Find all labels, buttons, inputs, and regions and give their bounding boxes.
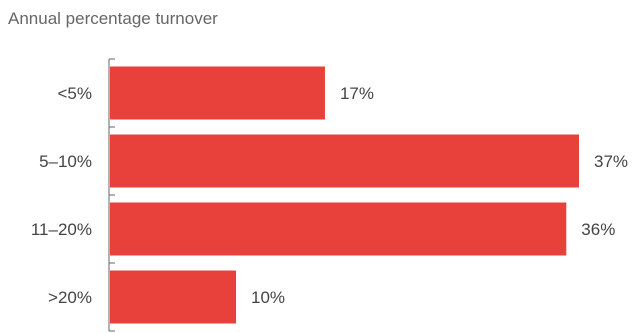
category-label: 5–10% — [39, 152, 92, 171]
category-label: 11–20% — [31, 220, 92, 239]
bar — [110, 134, 579, 188]
category-label: <5% — [58, 84, 93, 103]
bar — [110, 66, 325, 120]
bar — [110, 202, 567, 256]
category-labels: <5% 5–10% 11–20% >20% — [31, 84, 92, 307]
bar — [110, 270, 237, 324]
bars — [110, 66, 579, 324]
value-labels: 17% 37% 36% 10% — [251, 84, 628, 307]
chart-title: Annual percentage turnover — [8, 9, 218, 28]
axis-ticks — [109, 58, 115, 332]
value-label: 17% — [340, 84, 374, 103]
value-label: 36% — [581, 220, 615, 239]
category-label: >20% — [48, 288, 92, 307]
value-label: 10% — [251, 288, 285, 307]
value-label: 37% — [594, 152, 628, 171]
